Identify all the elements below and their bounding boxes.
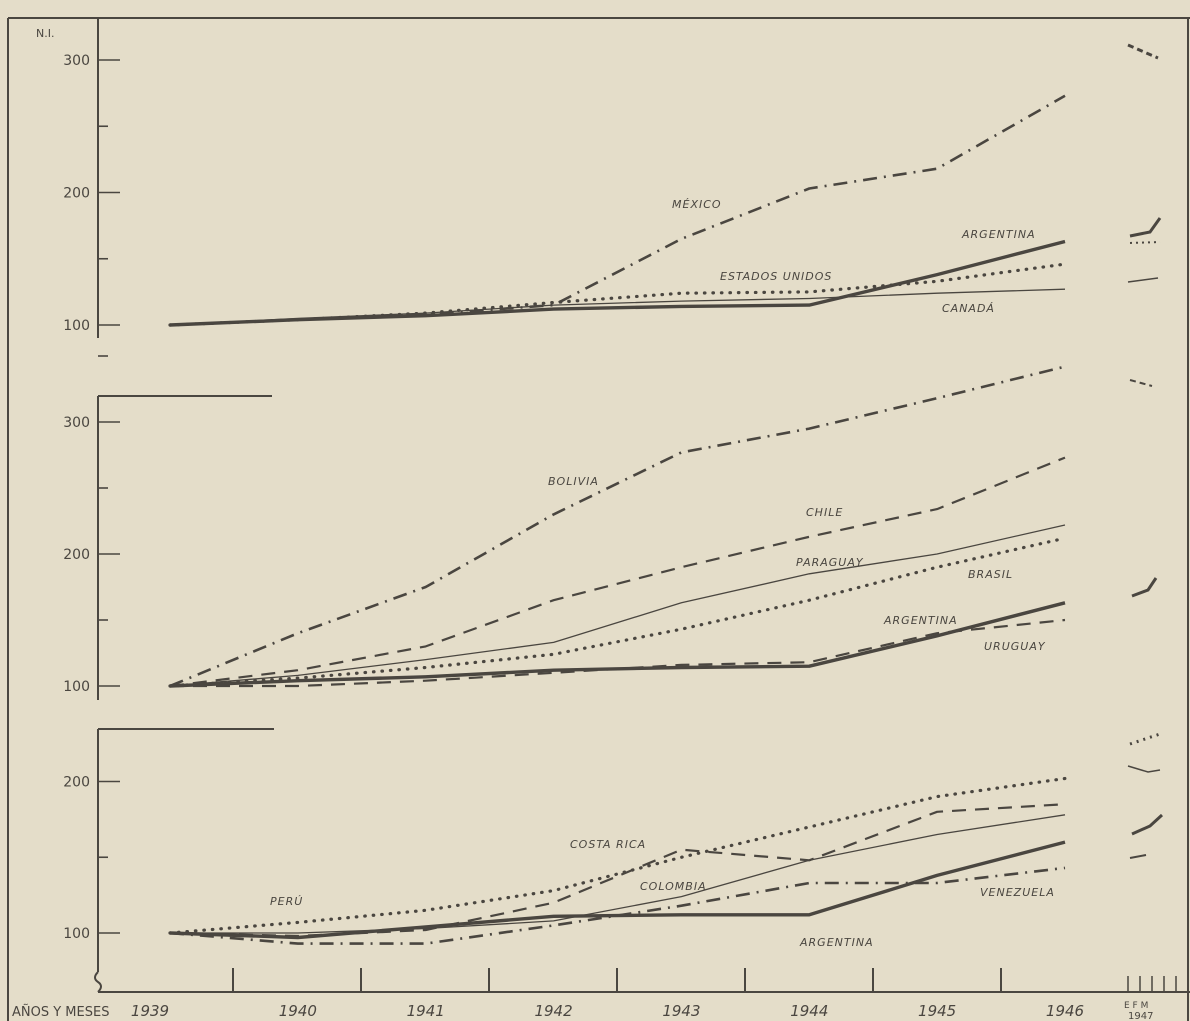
y-ticks-bottom: 100 200 bbox=[63, 775, 120, 942]
label-costa-rica: COSTA RICA bbox=[570, 838, 646, 851]
y-tick-label-top-100: 100 bbox=[63, 318, 90, 334]
axis-break-mark bbox=[94, 971, 102, 993]
y-tick-label-bottom-100: 100 bbox=[63, 926, 90, 942]
y-tick-label-top-300: 300 bbox=[63, 53, 90, 69]
marks-1947 bbox=[1127, 43, 1164, 859]
label-chile: CHILE bbox=[806, 506, 843, 519]
x-axis-title: AÑOS Y MESES bbox=[12, 1004, 109, 1020]
mark-1947-top-mexico bbox=[1127, 43, 1159, 60]
year-labels: 1939 1940 1941 1942 1943 1944 1945 1946 bbox=[131, 1002, 1084, 1020]
label-argentina-top: ARGENTINA bbox=[961, 228, 1036, 241]
series-line-estados-unidos-top bbox=[168, 262, 1067, 327]
mark-1947-middle-bolivia bbox=[1129, 379, 1153, 387]
label-estados-unidos: ESTADOS UNIDOS bbox=[720, 270, 832, 283]
label-argentina-bottom: ARGENTINA bbox=[799, 936, 874, 949]
label-canada: CANADÁ bbox=[942, 302, 995, 315]
series-line-argentina-top bbox=[169, 239, 1066, 327]
series-line-argentina-bottom bbox=[169, 840, 1066, 940]
mark-1947-bottom-peru bbox=[1129, 732, 1161, 746]
month-label-1947: E F M bbox=[1124, 1001, 1148, 1011]
mark-1947-top-estados bbox=[1129, 241, 1161, 244]
mark-1947-bottom-venezuela bbox=[1129, 854, 1147, 859]
series-line-brasil-middle bbox=[168, 536, 1067, 688]
series-line-paraguay-middle bbox=[169, 524, 1066, 687]
year-label-1944: 1944 bbox=[790, 1002, 828, 1020]
label-mexico: MÉXICO bbox=[672, 198, 722, 211]
y-tick-label-middle-200: 200 bbox=[63, 547, 90, 563]
label-bolivia: BOLIVIA bbox=[548, 475, 599, 488]
year-label-1945: 1945 bbox=[918, 1002, 956, 1020]
y-tick-label-bottom-200: 200 bbox=[63, 775, 90, 791]
year-label-1947: 1947 bbox=[1128, 1011, 1153, 1021]
label-colombia: COLOMBIA bbox=[640, 880, 707, 893]
series-group-top bbox=[168, 94, 1067, 327]
series-group-middle bbox=[168, 365, 1067, 688]
year-label-1940: 1940 bbox=[279, 1002, 317, 1020]
series-line-bolivia-middle bbox=[169, 365, 1066, 688]
mark-1947-bottom-argentina bbox=[1131, 813, 1164, 836]
year-label-1942: 1942 bbox=[534, 1002, 572, 1020]
y-ticks-middle: 100 200 300 bbox=[63, 355, 120, 695]
mark-1947-middle-argentina bbox=[1131, 577, 1158, 598]
month-ticks bbox=[232, 968, 1177, 992]
series-line-colombia-bottom bbox=[170, 814, 1066, 934]
series-line-canad--top bbox=[169, 288, 1066, 326]
mark-1947-top-canada bbox=[1127, 277, 1159, 283]
label-peru: PERÚ bbox=[270, 895, 303, 908]
series-line-chile-middle bbox=[169, 456, 1066, 688]
year-label-1941: 1941 bbox=[407, 1002, 445, 1020]
series-group-bottom bbox=[168, 776, 1067, 945]
label-argentina-middle: ARGENTINA bbox=[883, 614, 958, 627]
mark-1947-bottom-costa bbox=[1127, 765, 1161, 773]
series-line-uruguay-middle bbox=[170, 618, 1066, 688]
label-uruguay: URUGUAY bbox=[984, 640, 1046, 653]
y-tick-label-middle-300: 300 bbox=[63, 415, 90, 431]
y-ticks-top: 100 200 300 bbox=[63, 53, 120, 334]
label-paraguay: PARAGUAY bbox=[796, 556, 864, 569]
series-line-per--bottom bbox=[168, 776, 1067, 935]
label-brasil: BRASIL bbox=[968, 568, 1013, 581]
year-label-1939: 1939 bbox=[131, 1002, 169, 1020]
year-label-1946: 1946 bbox=[1046, 1002, 1084, 1020]
year-label-1943: 1943 bbox=[662, 1002, 700, 1020]
ni-label: N.I. bbox=[36, 27, 54, 40]
y-tick-label-middle-100: 100 bbox=[63, 679, 90, 695]
mark-1947-top-argentina bbox=[1129, 217, 1162, 238]
y-tick-label-top-200: 200 bbox=[63, 186, 90, 202]
series-line-m-xico-top bbox=[169, 94, 1066, 327]
label-venezuela: VENEZUELA bbox=[980, 886, 1055, 899]
